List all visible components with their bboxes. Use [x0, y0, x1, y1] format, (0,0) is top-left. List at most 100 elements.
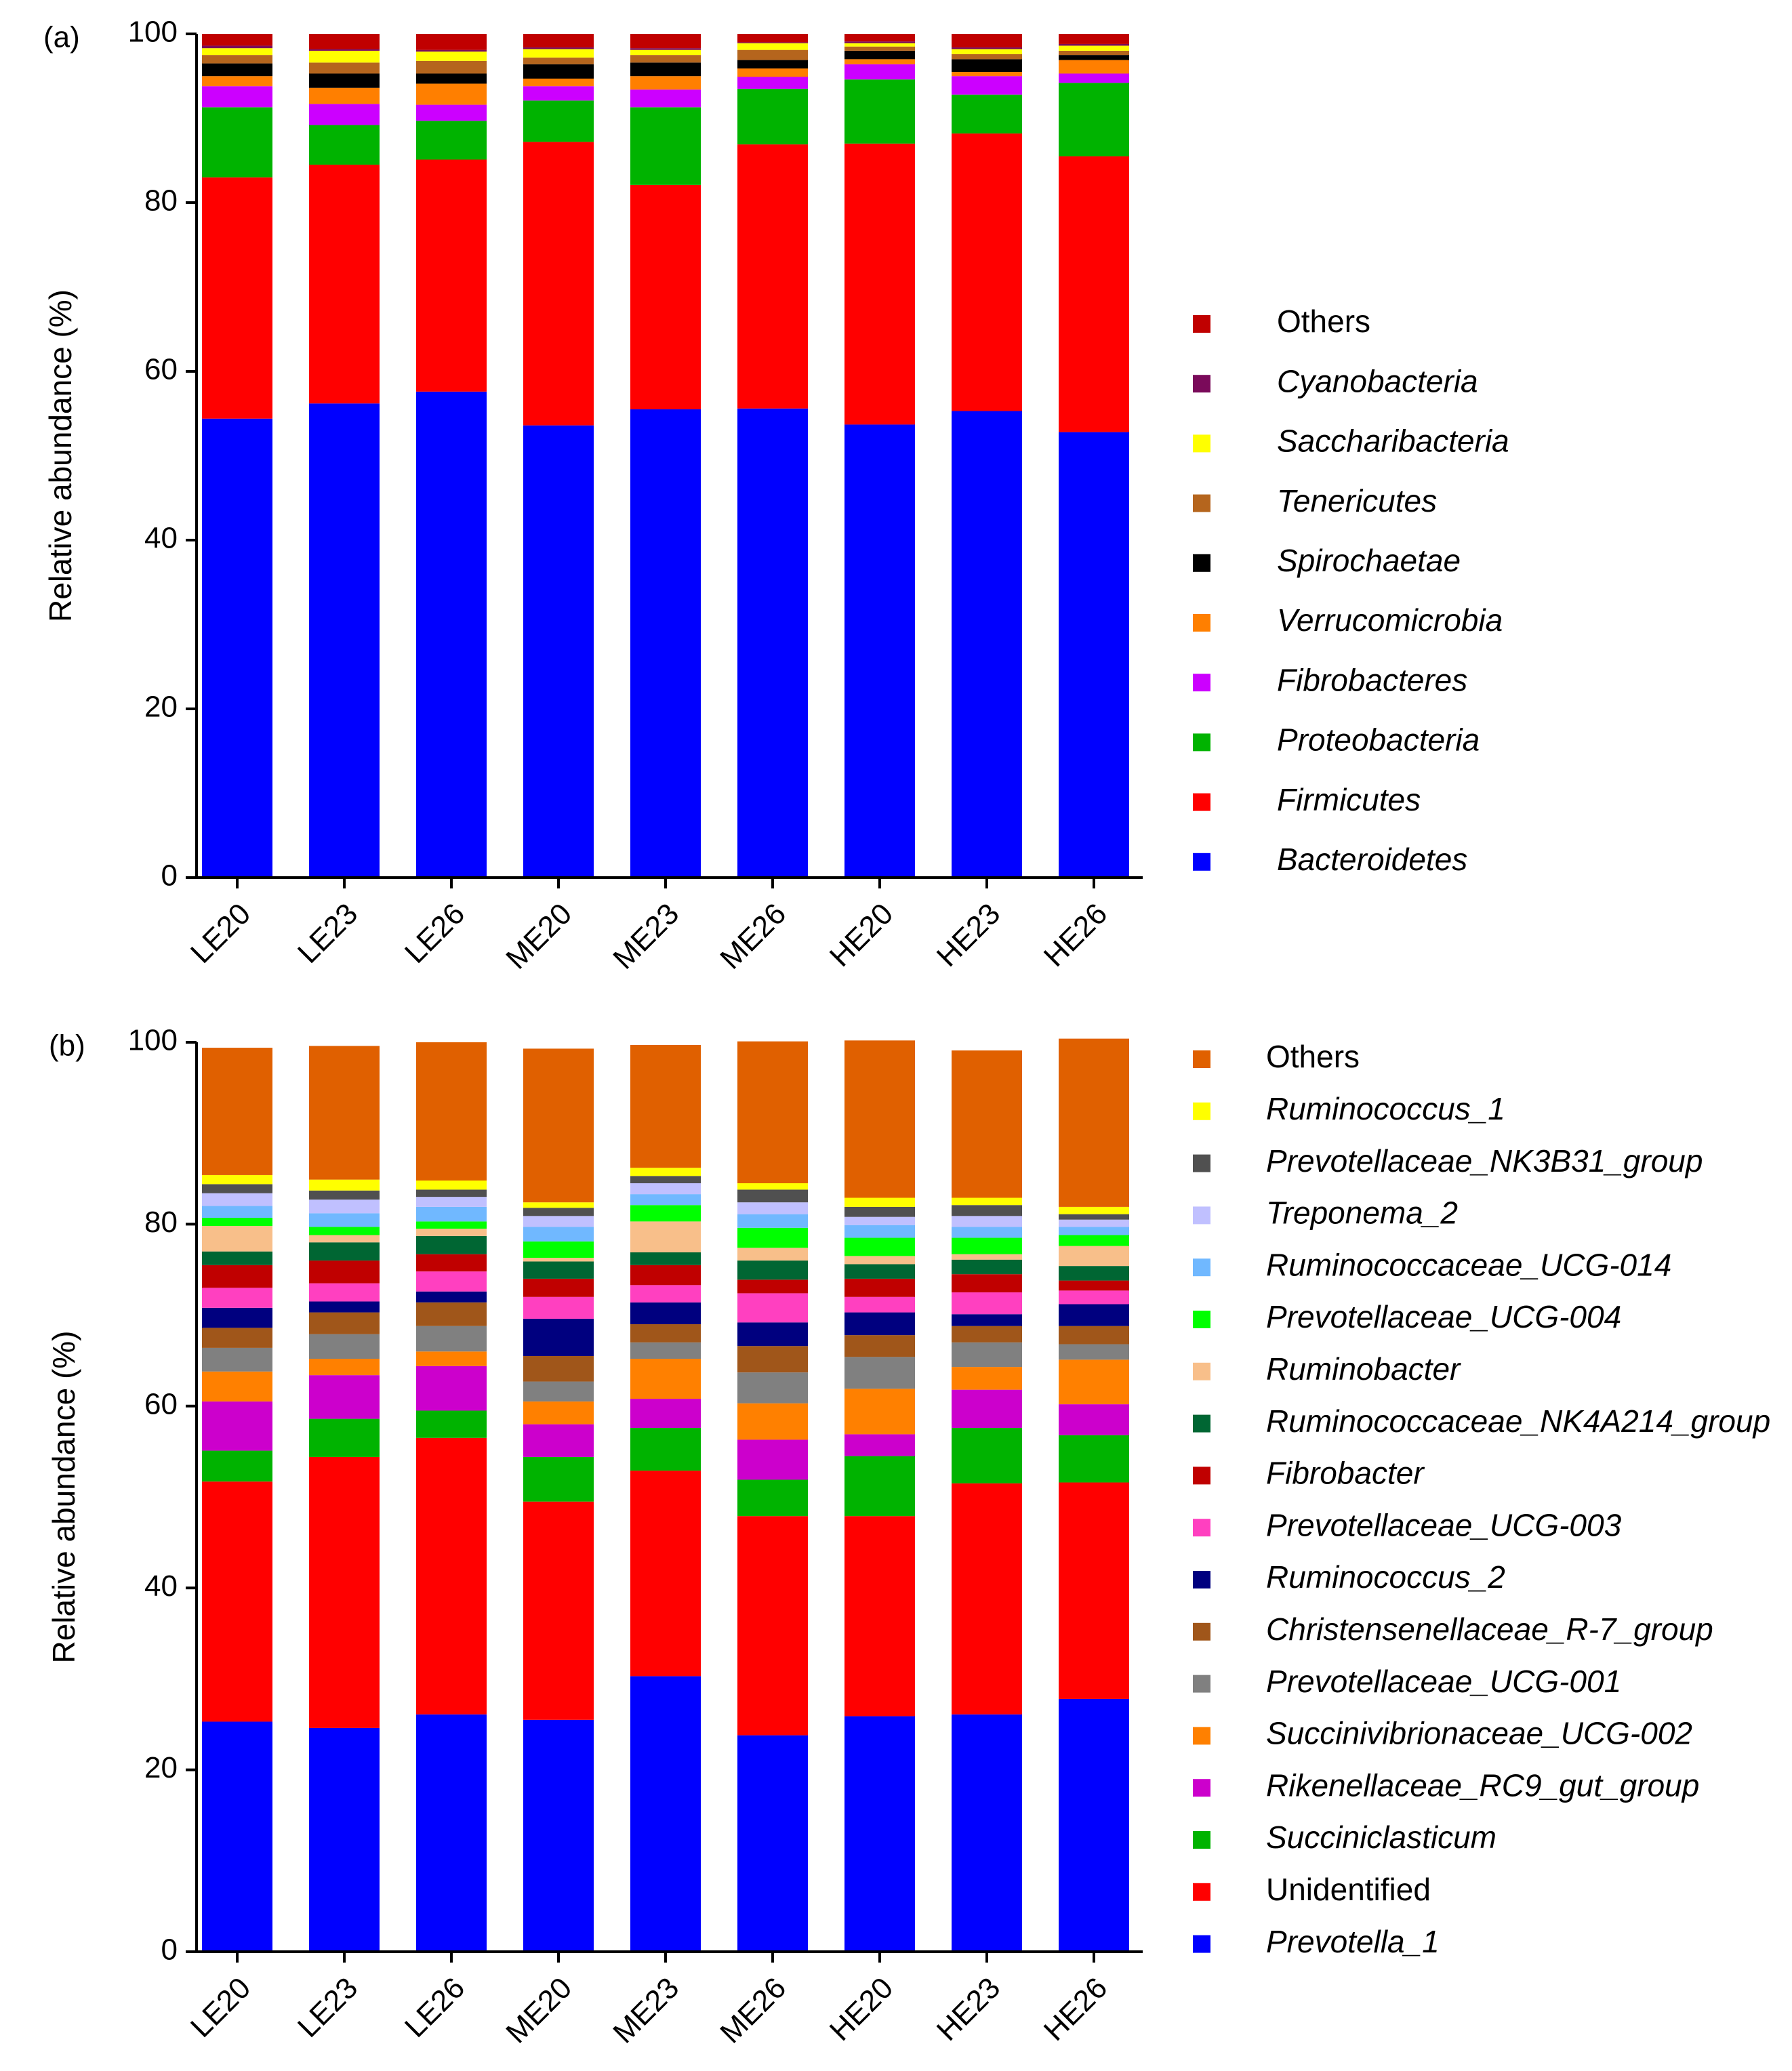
panel-a-bar-he20-bacteroidetes — [844, 424, 915, 878]
panel-a-bar-me26-spirochaetae — [737, 60, 808, 69]
panel-a-legend-label-firmicutes: Firmicutes — [1277, 782, 1421, 817]
panel-b-legend-label-prevotellaceae-nk3b31-group: Prevotellaceae_NK3B31_group — [1266, 1143, 1703, 1178]
panel-b-bar-me26-others — [737, 1041, 808, 1184]
panel-b-bar-le23-ruminobacter — [309, 1235, 380, 1243]
panel-b-bar-he20-ruminococcaceae-ucg-014 — [844, 1225, 915, 1238]
panel-b-bar-le20-prevotellaceae-ucg-001 — [202, 1347, 272, 1372]
panel-b-y-tick-label-0: 0 — [161, 1933, 178, 1967]
panel-a-legend-label-proteobacteria: Proteobacteria — [1277, 722, 1480, 758]
panel-b-bar-me26-prevotellaceae-ucg-004 — [737, 1227, 808, 1248]
panel-b-bar-me26-christensenellaceae-r-7-group — [737, 1346, 808, 1373]
panel-a-bar-le23-others — [309, 34, 380, 49]
panel-b-legend-swatch-prevotella-1 — [1193, 1935, 1210, 1953]
panel-b-bar-he20-succiniclasticum — [844, 1456, 915, 1517]
panel-b-bar-le26-christensenellaceae-r-7-group — [416, 1302, 487, 1326]
panel-b-bar-me20-ruminococcaceae-ucg-014 — [523, 1227, 594, 1242]
panel-b-bar-me23-prevotellaceae-ucg-001 — [630, 1342, 701, 1359]
panel-a-bar-he20-fibrobacteres — [844, 64, 915, 80]
panel-b-bar-me20-succinivibrionaceae-ucg-002 — [523, 1401, 594, 1424]
panel-b-x-tick-label-le20: LE20 — [184, 1971, 257, 2044]
panel-a-x-tick-label-he26: HE26 — [1038, 897, 1114, 973]
panel-b-bar-le23-succiniclasticum — [309, 1418, 380, 1457]
panel-b-bar-he20-others — [844, 1040, 915, 1198]
panel-a-bar-me26-saccharibacteria — [737, 43, 808, 50]
panel-a-legend-swatch-verrucomicrobia — [1193, 614, 1210, 632]
panel-b-bar-me20-ruminococcus-1 — [523, 1202, 594, 1208]
panel-b-legend-swatch-ruminococcaceae-ucg-014 — [1193, 1258, 1210, 1277]
panel-a-x-tick-label-me20: ME20 — [500, 897, 578, 976]
panel-b-legend-label-ruminococcaceae-ucg-014: Ruminococcaceae_UCG-014 — [1266, 1247, 1671, 1282]
panel-b-bar-me20-unidentified — [523, 1501, 594, 1720]
panel-b-legend-label-unidentified: Unidentified — [1266, 1872, 1431, 1907]
panel-b-bar-me26-unidentified — [737, 1516, 808, 1736]
panel-b-bar-he23-prevotellaceae-ucg-003 — [952, 1292, 1022, 1315]
panel-b-legend-swatch-prevotellaceae-ucg-004 — [1193, 1311, 1210, 1328]
panel-a-y-tick-label-0: 0 — [161, 859, 178, 893]
panel-b-legend-swatch-rikenellaceae-rc9-gut-group — [1193, 1779, 1210, 1797]
panel-a-y-axis-title: Relative abundance (%) — [43, 289, 78, 622]
panel-a-bar-he23-bacteroidetes — [952, 411, 1022, 878]
panel-a-y-tick-label-100: 100 — [128, 16, 178, 49]
panel-b-legend-swatch-others — [1193, 1050, 1210, 1068]
panel-b-bar-he20-prevotellaceae-ucg-001 — [844, 1357, 915, 1389]
panel-b-bar-he26-prevotellaceae-nk3b31-group — [1059, 1214, 1129, 1220]
panel-b-bar-me26-treponema-2 — [737, 1202, 808, 1214]
panel-b-bar-me23-prevotellaceae-ucg-004 — [630, 1205, 701, 1222]
panel-b-bar-le26-fibrobacter — [416, 1254, 487, 1272]
panel-a-bar-he20-spirochaetae — [844, 50, 915, 60]
panel-a-legend-label-cyanobacteria: Cyanobacteria — [1277, 363, 1478, 398]
panel-b-bar-le26-succiniclasticum — [416, 1410, 487, 1438]
panel-b-x-tick-label-he20: HE20 — [823, 1971, 899, 2047]
panel-a-bar-le26-fibrobacteres — [416, 104, 487, 121]
panel-b-bar-le20-treponema-2 — [202, 1193, 272, 1206]
panel-b-bar-he23-ruminococcaceae-nk4a214-group — [952, 1259, 1022, 1275]
panel-a-bar-he20-tenericutes — [844, 46, 915, 51]
panel-b-bar-le26-prevotellaceae-ucg-003 — [416, 1271, 487, 1292]
panel-b-bar-he26-prevotellaceae-ucg-004 — [1059, 1235, 1129, 1246]
panel-b-bar-le23-unidentified — [309, 1456, 380, 1728]
panel-b-bar-me20-ruminobacter — [523, 1258, 594, 1262]
panel-a-bar-le20-others — [202, 34, 272, 46]
panel-b-bar-le23-prevotellaceae-ucg-001 — [309, 1334, 380, 1359]
panel-a-bar-he26-fibrobacteres — [1059, 73, 1129, 83]
panel-b-bar-he26-succinivibrionaceae-ucg-002 — [1059, 1359, 1129, 1405]
panel-a-legend-swatch-cyanobacteria — [1193, 375, 1210, 393]
panel-a-bar-me20-saccharibacteria — [523, 49, 594, 58]
panel-a-bar-me23-spirochaetae — [630, 62, 701, 77]
panel-b-bar-le26-ruminococcus-2 — [416, 1291, 487, 1303]
panel-b-bar-me20-christensenellaceae-r-7-group — [523, 1355, 594, 1382]
panel-a-legend-label-spirochaetae: Spirochaetae — [1277, 543, 1461, 578]
panel-a-bar-le26-firmicutes — [416, 159, 487, 392]
panel-b-bar-he23-christensenellaceae-r-7-group — [952, 1326, 1022, 1342]
panel-b-bar-me20-prevotella-1 — [523, 1719, 594, 1952]
panel-b-bar-me20-prevotellaceae-ucg-001 — [523, 1381, 594, 1402]
panel-a-bar-le20-cyanobacteria — [202, 45, 272, 49]
panel-a-bar-me20-firmicutes — [523, 142, 594, 426]
panel-b-bar-le20-succiniclasticum — [202, 1450, 272, 1482]
panel-b-bar-me20-treponema-2 — [523, 1216, 594, 1227]
panel-b-y-axis-title: Relative abundance (%) — [46, 1331, 81, 1664]
panel-b-bar-he23-succinivibrionaceae-ucg-002 — [952, 1367, 1022, 1390]
panel-b-bar-me26-ruminococcaceae-nk4a214-group — [737, 1260, 808, 1280]
panel-a-bar-me23-cyanobacteria — [630, 48, 701, 50]
panel-a-bar-me26-bacteroidetes — [737, 408, 808, 878]
panel-a-bar-le26-others — [416, 34, 487, 50]
panel-a-bar-he26-proteobacteria — [1059, 83, 1129, 157]
panel-a-bar-he23-proteobacteria — [952, 94, 1022, 134]
panel-a-bar-le26-tenericutes — [416, 60, 487, 74]
panel-a-bar-he26-verrucomicrobia — [1059, 60, 1129, 74]
panel-a-phylum-chart: (a) 0 20 40 60 80 100 LE20 LE23 LE26 ME20 ME23 ME26 H… — [43, 16, 1509, 976]
panel-b-bar-me23-succiniclasticum — [630, 1428, 701, 1471]
panel-b-bar-me26-ruminobacter — [737, 1248, 808, 1261]
panel-a-bar-le26-saccharibacteria — [416, 52, 487, 61]
panel-b-bar-he26-prevotellaceae-ucg-001 — [1059, 1344, 1129, 1360]
panel-b-bar-he23-rikenellaceae-rc9-gut-group — [952, 1389, 1022, 1429]
panel-a-legend-swatch-firmicutes — [1193, 793, 1210, 811]
panel-b-bar-he26-prevotellaceae-ucg-003 — [1059, 1290, 1129, 1305]
panel-b-bar-he26-succiniclasticum — [1059, 1435, 1129, 1483]
panel-b-bar-me23-ruminococcus-2 — [630, 1302, 701, 1325]
panel-a-bar-me20-spirochaetae — [523, 64, 594, 79]
panel-a-bar-me20-others — [523, 34, 594, 47]
panel-b-bar-le23-prevotellaceae-nk3b31-group — [309, 1190, 380, 1200]
panel-a-bar-he26-cyanobacteria — [1059, 43, 1129, 46]
